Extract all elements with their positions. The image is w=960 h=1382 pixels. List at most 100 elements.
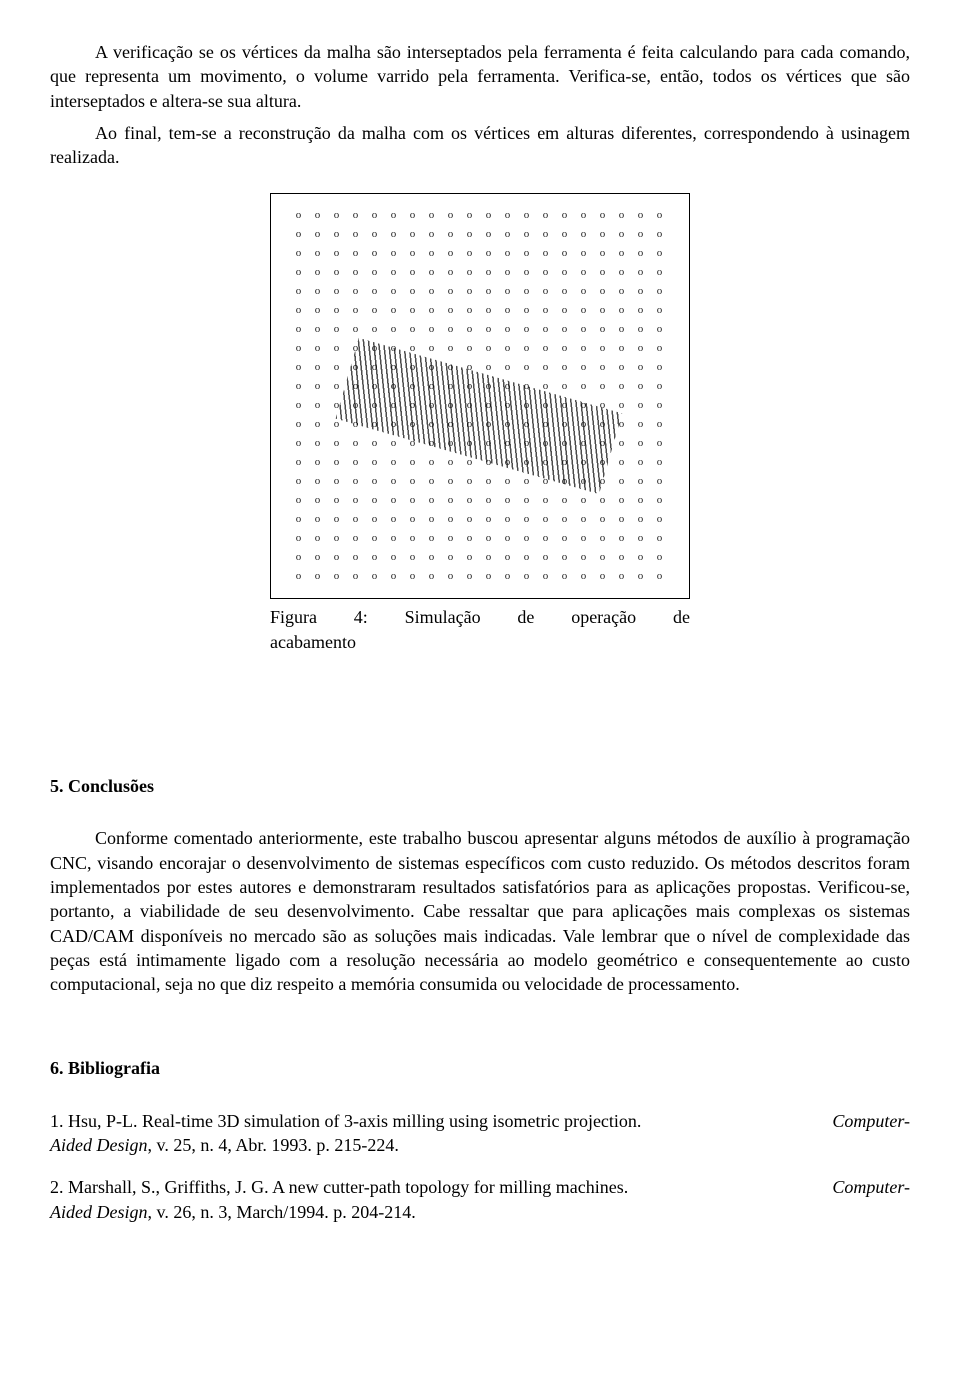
mesh-vertex: o — [441, 510, 460, 529]
mesh-vertex: o — [574, 396, 593, 415]
mesh-vertex: o — [517, 491, 536, 510]
mesh-vertex: o — [327, 510, 346, 529]
mesh-vertex: o — [631, 263, 650, 282]
mesh-vertex: o — [327, 472, 346, 491]
mesh-vertex: o — [365, 320, 384, 339]
mesh-vertex: o — [441, 567, 460, 586]
mesh-vertex: o — [593, 434, 612, 453]
mesh-vertex: o — [536, 510, 555, 529]
mesh-vertex: o — [308, 339, 327, 358]
mesh-vertex: o — [593, 510, 612, 529]
mesh-vertex: o — [289, 263, 308, 282]
mesh-vertex: o — [441, 434, 460, 453]
reference-text: 1. Hsu, P-L. Real-time 3D simulation of … — [50, 1109, 641, 1133]
mesh-vertex: o — [327, 301, 346, 320]
mesh-vertex: o — [422, 567, 441, 586]
mesh-vertex: o — [327, 358, 346, 377]
mesh-vertex: o — [517, 453, 536, 472]
mesh-vertex: o — [403, 510, 422, 529]
mesh-vertex: o — [384, 263, 403, 282]
mesh-vertex: o — [631, 339, 650, 358]
mesh-vertex: o — [422, 491, 441, 510]
mesh-vertex: o — [593, 320, 612, 339]
mesh-vertex: o — [574, 453, 593, 472]
section-conclusions-body: Conforme comentado anteriormente, este t… — [50, 826, 910, 996]
mesh-vertex: o — [593, 548, 612, 567]
mesh-vertex: o — [308, 434, 327, 453]
mesh-vertex: o — [479, 491, 498, 510]
mesh-vertex: o — [422, 358, 441, 377]
mesh-vertex: o — [517, 206, 536, 225]
mesh-vertex: o — [593, 358, 612, 377]
paragraph-1: A verificação se os vértices da malha sã… — [50, 40, 910, 113]
mesh-vertex: o — [555, 529, 574, 548]
mesh-vertex: o — [365, 510, 384, 529]
mesh-vertex: o — [650, 415, 669, 434]
mesh-vertex: o — [422, 548, 441, 567]
mesh-vertex: o — [308, 320, 327, 339]
mesh-vertex: o — [612, 434, 631, 453]
mesh-vertex: o — [612, 415, 631, 434]
mesh-vertex: o — [289, 415, 308, 434]
mesh-vertex: o — [631, 510, 650, 529]
mesh-vertex: o — [479, 434, 498, 453]
mesh-vertex: o — [650, 339, 669, 358]
mesh-vertex: o — [517, 529, 536, 548]
mesh-vertex: o — [536, 244, 555, 263]
mesh-vertex: o — [289, 548, 308, 567]
paragraph-2: Ao final, tem-se a reconstrução da malha… — [50, 121, 910, 170]
mesh-vertex: o — [403, 225, 422, 244]
mesh-vertex: o — [365, 206, 384, 225]
mesh-vertex: o — [517, 472, 536, 491]
mesh-vertex: o — [555, 282, 574, 301]
mesh-vertex: o — [574, 510, 593, 529]
mesh-vertex: o — [289, 434, 308, 453]
mesh-vertex: o — [422, 301, 441, 320]
mesh-vertex: o — [574, 244, 593, 263]
mesh-vertex: o — [612, 548, 631, 567]
mesh-vertex: o — [327, 244, 346, 263]
mesh-vertex: o — [574, 491, 593, 510]
mesh-vertex: o — [593, 206, 612, 225]
mesh-vertex: o — [498, 453, 517, 472]
mesh-vertex: o — [612, 206, 631, 225]
mesh-vertex: o — [517, 339, 536, 358]
mesh-vertex: o — [517, 358, 536, 377]
mesh-vertex: o — [289, 358, 308, 377]
mesh-vertex: o — [536, 320, 555, 339]
mesh-vertex: o — [384, 358, 403, 377]
mesh-vertex: o — [555, 320, 574, 339]
reference-line2: Aided Design, v. 26, n. 3, March/1994. p… — [50, 1200, 910, 1224]
mesh-vertex: o — [593, 415, 612, 434]
caption-token: operação — [571, 605, 636, 629]
mesh-vertex: o — [479, 263, 498, 282]
mesh-vertex: o — [536, 377, 555, 396]
mesh-vertex: o — [289, 510, 308, 529]
mesh-vertex: o — [346, 225, 365, 244]
mesh-vertex: o — [365, 434, 384, 453]
mesh-vertex: o — [441, 282, 460, 301]
reference-item: 2. Marshall, S., Griffiths, J. G. A new … — [50, 1175, 910, 1224]
mesh-vertex: o — [593, 225, 612, 244]
mesh-vertex: o — [460, 301, 479, 320]
reference-line1: 2. Marshall, S., Griffiths, J. G. A new … — [50, 1175, 910, 1199]
caption-token: 4: — [354, 605, 368, 629]
reference-journal: Aided Design — [50, 1135, 147, 1155]
mesh-vertex: o — [365, 529, 384, 548]
mesh-vertex: o — [479, 282, 498, 301]
mesh-vertex: o — [498, 244, 517, 263]
mesh-vertex: o — [346, 282, 365, 301]
mesh-vertex: o — [403, 377, 422, 396]
mesh-vertex: o — [289, 377, 308, 396]
mesh-vertex: o — [479, 320, 498, 339]
mesh-vertex: o — [327, 396, 346, 415]
mesh-vertex: o — [612, 491, 631, 510]
mesh-vertex: o — [441, 301, 460, 320]
mesh-vertex: o — [327, 377, 346, 396]
mesh-vertex: o — [441, 529, 460, 548]
mesh-vertex: o — [650, 453, 669, 472]
mesh-vertex: o — [365, 225, 384, 244]
mesh-vertex: o — [631, 282, 650, 301]
mesh-vertex: o — [384, 434, 403, 453]
mesh-vertex: o — [460, 206, 479, 225]
